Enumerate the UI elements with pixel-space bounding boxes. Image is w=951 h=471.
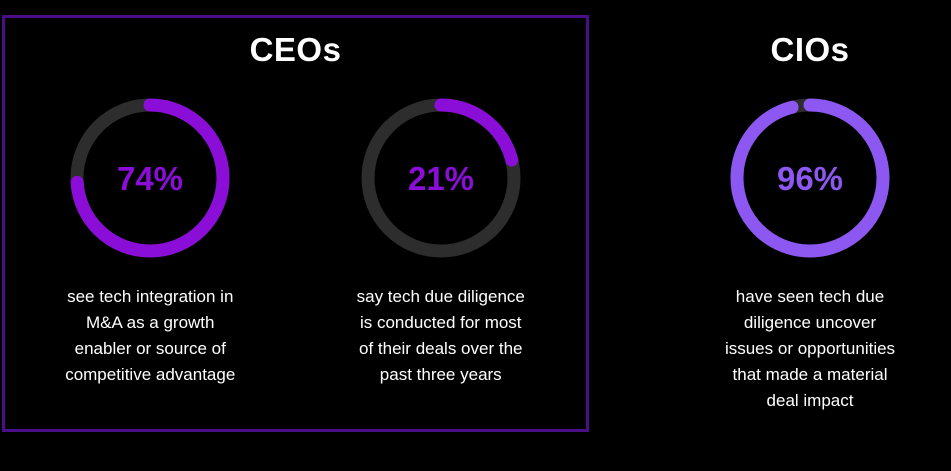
chart-caption: say tech due diligence is conducted for … [356, 286, 525, 384]
donut-progress [730, 98, 890, 258]
chart-caption: see tech integration in M&A as a growth … [65, 286, 236, 384]
donut-chart-ceo-tech-integration: 74% see tech integration in M&A as a gro… [5, 98, 296, 388]
cios-charts-row: 96% have seen tech due diligence uncover… [663, 98, 951, 414]
donut-ring: 96% [730, 98, 890, 258]
cios-title: CIOs [770, 31, 850, 68]
ceos-charts-row: 74% see tech integration in M&A as a gro… [5, 98, 586, 388]
ceos-title: CEOs [249, 31, 342, 68]
donut-chart-ceo-due-diligence: 21% say tech due diligence is conducted … [296, 98, 587, 388]
donut-percent-label: 74% [117, 160, 183, 197]
donut-chart-cio-material-impact: 96% have seen tech due diligence uncover… [663, 98, 951, 414]
cios-panel: CIOs 96% have seen tech due diligence un… [660, 15, 951, 432]
chart-caption: have seen tech due diligence uncover iss… [724, 286, 896, 410]
donut-ring: 21% [361, 98, 521, 258]
donut-progress [361, 98, 521, 258]
donut-ring: 74% [70, 98, 230, 258]
donut-percent-label: 21% [408, 160, 474, 197]
donut-percent-label: 96% [777, 160, 843, 197]
ceos-panel: CEOs 74% see tech integration in M&A as … [2, 15, 589, 432]
donut-progress [70, 98, 230, 258]
